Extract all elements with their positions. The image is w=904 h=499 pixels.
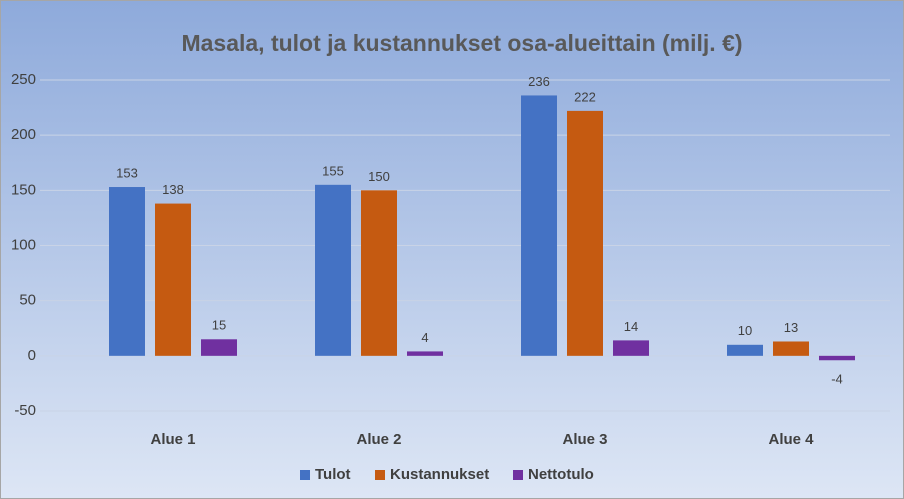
bar: [773, 341, 809, 356]
legend-label: Nettotulo: [528, 466, 594, 483]
bar: [361, 190, 397, 356]
y-tick-label: 200: [11, 126, 36, 143]
data-label: 153: [116, 165, 138, 180]
legend-swatch: [513, 470, 523, 480]
bar: [727, 344, 763, 356]
x-tick-label: Alue 2: [356, 431, 401, 448]
data-label: 155: [322, 163, 344, 178]
bar: [201, 339, 237, 356]
x-tick-label: Alue 3: [562, 431, 607, 448]
y-tick-label: -50: [14, 402, 36, 419]
data-label: 13: [784, 320, 798, 335]
y-tick-label: 50: [19, 292, 36, 309]
data-label: 14: [624, 319, 638, 334]
y-tick-label: 0: [28, 347, 36, 364]
bar: [819, 355, 855, 361]
data-label: 138: [162, 182, 184, 197]
y-tick-label: 100: [11, 236, 36, 253]
chart-title: Masala, tulot ja kustannukset osa-alueit…: [181, 30, 742, 56]
legend-swatch: [300, 470, 310, 480]
data-label: 10: [738, 323, 752, 338]
legend-label: Tulot: [315, 466, 351, 483]
bar: [567, 110, 603, 356]
data-label: 150: [368, 169, 390, 184]
bar: [109, 187, 145, 356]
y-tick-label: 250: [11, 71, 36, 88]
bar: [521, 95, 557, 356]
x-tick-label: Alue 1: [150, 431, 195, 448]
x-tick-label: Alue 4: [768, 431, 814, 448]
legend-label: Kustannukset: [390, 466, 489, 483]
bar: [407, 351, 443, 356]
data-label: 222: [574, 89, 596, 104]
legend-swatch: [375, 470, 385, 480]
bar: [315, 184, 351, 356]
data-label: 4: [421, 330, 428, 345]
y-tick-label: 150: [11, 181, 36, 198]
bar: [155, 203, 191, 356]
data-label: 236: [528, 74, 550, 89]
bar: [613, 340, 649, 356]
data-label: 15: [212, 318, 226, 333]
data-label: -4: [831, 372, 843, 387]
